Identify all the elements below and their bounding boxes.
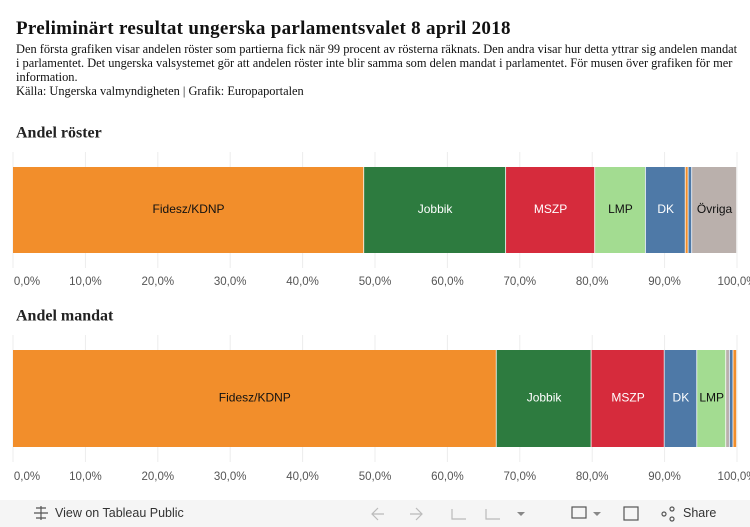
segment-label: DK: [673, 391, 690, 405]
bar-segment: [496, 350, 591, 447]
bar-segment: [595, 167, 645, 253]
x-tick-label: 0,0%: [14, 471, 40, 483]
share-button[interactable]: Share: [683, 506, 717, 520]
bar-segment: [364, 167, 506, 253]
segment-label: Jobbik: [418, 202, 454, 216]
x-tick-label: 50,0%: [359, 471, 392, 483]
x-tick-label: 30,0%: [214, 276, 247, 288]
header: Preliminärt resultat ungerska parlaments…: [16, 18, 741, 98]
x-tick-label: 20,0%: [141, 471, 174, 483]
x-tick-label: 70,0%: [503, 471, 536, 483]
section-title: Andel röster: [16, 125, 102, 142]
footer: View on Tableau Public Share: [0, 500, 750, 527]
x-tick-label: 50,0%: [359, 276, 392, 288]
bar-segment: [685, 167, 688, 253]
x-tick-label: 0,0%: [14, 276, 40, 288]
source: Källa: Ungerska valmyndigheten | Grafik:…: [16, 84, 304, 98]
segment-label: MSZP: [534, 202, 567, 216]
bar-segment: [697, 350, 726, 447]
x-tick-label: 20,0%: [141, 276, 174, 288]
bar-segment: [506, 167, 595, 253]
bar-segment: [645, 167, 685, 253]
x-tick-label: 80,0%: [576, 276, 609, 288]
segment-label: MSZP: [611, 391, 644, 405]
x-tick-label: 100,0%: [717, 276, 750, 288]
segment-label: Jobbik: [527, 391, 563, 405]
x-tick-label: 40,0%: [286, 471, 319, 483]
segment-label: DK: [657, 202, 674, 216]
bar-segment: [692, 167, 737, 253]
x-tick-label: 60,0%: [431, 276, 464, 288]
x-tick-label: 100,0%: [717, 471, 750, 483]
x-tick-label: 10,0%: [69, 276, 102, 288]
segment-label: Fidesz/KDNP: [219, 391, 291, 405]
segment-label: LMP: [608, 202, 633, 216]
bar-segment: [733, 350, 737, 447]
bar-segment: [591, 350, 664, 447]
footer-icons: [34, 506, 675, 522]
x-tick-label: 90,0%: [648, 276, 681, 288]
bar-segment: [688, 167, 692, 253]
x-tick-label: 10,0%: [69, 471, 102, 483]
chart: Andel röster 0,0% 10,0% 20,0% 30,0% 40,0% 50,0…: [12, 125, 750, 483]
bar-segment: [664, 350, 697, 447]
view-link[interactable]: View on Tableau Public: [55, 506, 184, 520]
x-tick-label: 80,0%: [576, 471, 609, 483]
bar-segment: [13, 167, 364, 253]
title: Preliminärt resultat ungerska parlaments…: [16, 18, 511, 39]
segment-label: Fidesz/KDNP: [153, 202, 225, 216]
bar-segment: [13, 350, 496, 447]
section-title: Andel mandat: [16, 308, 114, 325]
x-tick-label: 70,0%: [503, 276, 536, 288]
x-tick-label: 40,0%: [286, 276, 319, 288]
segment-label: LMP: [699, 391, 724, 405]
description: Den första grafiken visar andelen röster…: [16, 42, 738, 84]
x-tick-label: 60,0%: [431, 471, 464, 483]
bar-segment: [729, 350, 733, 447]
x-tick-label: 90,0%: [648, 471, 681, 483]
segment-label: Övriga: [697, 202, 733, 216]
x-tick-label: 30,0%: [214, 471, 247, 483]
bar-segment: [726, 350, 729, 447]
